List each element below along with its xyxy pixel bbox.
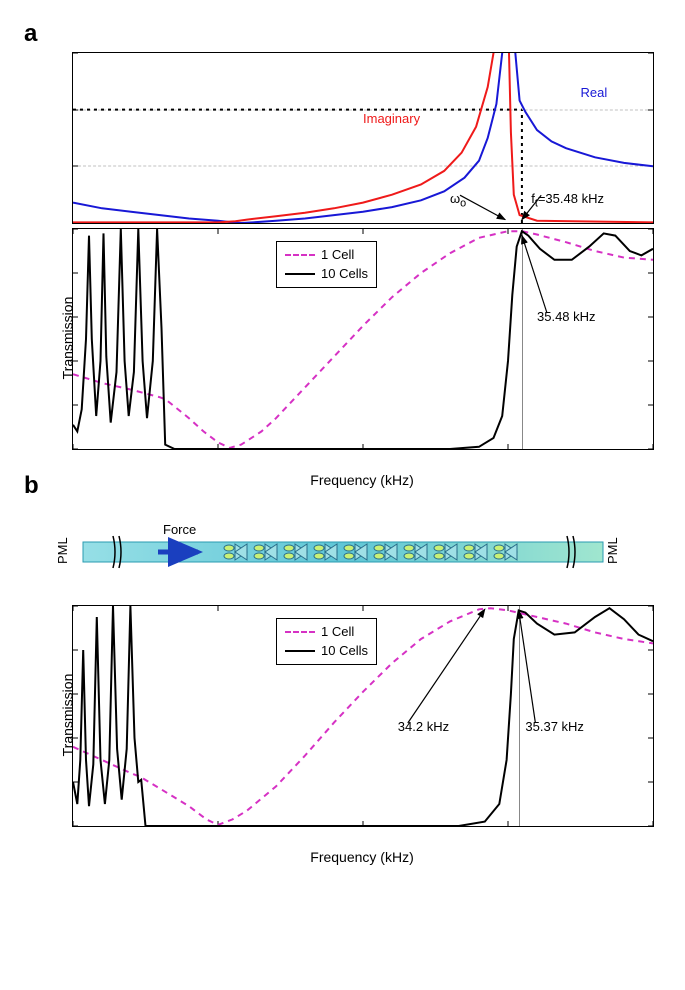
annotation-p1: 34.2 kHz	[398, 719, 449, 734]
legend: 1 Cell10 Cells	[276, 618, 377, 664]
annotation-real: Real	[581, 85, 608, 100]
transmission-b-chart: Transmission 00.20.40.60.81202530354034.…	[72, 605, 652, 825]
annotation-p2: 35.37 kHz	[525, 719, 584, 734]
force-diagram: Force PML PML	[53, 520, 633, 585]
transmission-b-plot: 00.20.40.60.81202530354034.2 kHz35.37 kH…	[72, 605, 654, 827]
transmission-a-chart: Transmission 00.20.40.60.81202530354035.…	[72, 228, 652, 448]
annotation-ft: ft=35.48 kHz	[531, 191, 604, 210]
panel-a-label: a	[24, 20, 665, 48]
impedance-plot: 00.511.5RealImaginaryωoft=35.48 kHz	[72, 52, 654, 224]
annotation-pk: 35.48 kHz	[537, 309, 596, 324]
pml-left-label: PML	[55, 537, 70, 564]
pml-right-label: PML	[605, 537, 620, 564]
legend: 1 Cell10 Cells	[276, 241, 377, 287]
transmission-a-xlabel: Frequency (kHz)	[72, 472, 652, 488]
impedance-chart: Relative impedance 00.511.5RealImaginary…	[72, 52, 652, 222]
transmission-b-xlabel: Frequency (kHz)	[72, 849, 652, 865]
transmission-a-plot: 00.20.40.60.81202530354035.48 kHz1 Cell1…	[72, 228, 654, 450]
force-label: Force	[163, 522, 196, 537]
annotation-imag: Imaginary	[363, 111, 420, 126]
annotation-omega: ωo	[450, 191, 466, 210]
